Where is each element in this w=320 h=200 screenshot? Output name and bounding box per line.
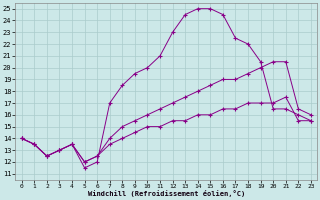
X-axis label: Windchill (Refroidissement éolien,°C): Windchill (Refroidissement éolien,°C) <box>88 190 245 197</box>
